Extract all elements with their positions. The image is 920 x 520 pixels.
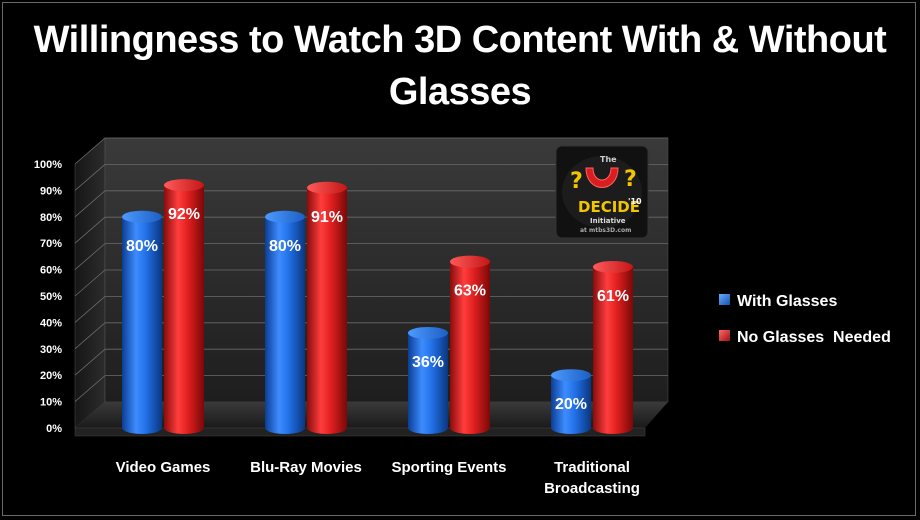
- y-tick-label: 30%: [40, 344, 62, 356]
- category-label-1: Blu-Ray Movies: [250, 459, 362, 476]
- data-label-red-1: 91%: [311, 209, 343, 226]
- y-tick-label: 60%: [40, 265, 62, 277]
- bar-red-3: [593, 260, 633, 434]
- logo-top-text: The: [600, 155, 617, 164]
- y-tick-label: 80%: [40, 212, 62, 224]
- data-label-red-2: 63%: [454, 283, 486, 300]
- y-tick-label: 20%: [40, 370, 62, 382]
- logo-year-text: '10: [628, 197, 642, 206]
- x-axis: Video Games Blu-Ray Movies Sporting Events…: [116, 459, 640, 497]
- y-tick-label: 50%: [40, 291, 62, 303]
- legend-item-with-glasses: With Glasses: [719, 293, 837, 310]
- decide-logo: ? ? The DECIDE '10 Initiative at mtbs3D.…: [555, 145, 649, 239]
- chart-floor: [75, 402, 668, 428]
- bar-red-0: [164, 179, 204, 434]
- bar-blue-0: [122, 210, 162, 434]
- gridline: [74, 137, 668, 165]
- y-tick-label: 10%: [40, 397, 62, 409]
- category-label-0: Video Games: [116, 459, 211, 476]
- legend: With Glasses No Glasses Needed: [719, 293, 891, 346]
- legend-label-no-glasses: No Glasses Needed: [737, 329, 891, 346]
- category-label-2: Sporting Events: [391, 459, 506, 476]
- logo-sub-text: Initiative: [590, 217, 626, 225]
- bar-blue-3: [551, 369, 591, 434]
- category-label-3: Traditional Broadcasting: [544, 459, 640, 497]
- data-label-blue-0: 80%: [126, 238, 158, 255]
- svg-text:?: ?: [624, 167, 637, 192]
- gridline: [74, 190, 668, 218]
- y-tick-label: 70%: [40, 238, 62, 250]
- legend-swatch-blue: [719, 294, 730, 305]
- svg-text:?: ?: [570, 169, 583, 194]
- bar-red-1: [307, 181, 347, 434]
- data-label-blue-2: 36%: [412, 354, 444, 371]
- data-label-red-3: 61%: [597, 288, 629, 305]
- data-labels: 80% 92% 80% 91% 36% 63% 20% 61%: [126, 206, 629, 413]
- y-tick-label: 100%: [34, 159, 62, 171]
- legend-label-with-glasses: With Glasses: [737, 293, 837, 310]
- bar-blue-2: [408, 326, 448, 434]
- data-label-red-0: 92%: [168, 206, 200, 223]
- bar-blue-1: [265, 210, 305, 434]
- legend-item-no-glasses: No Glasses Needed: [719, 329, 891, 346]
- y-tick-label: 0%: [46, 423, 62, 435]
- data-label-blue-1: 80%: [269, 238, 301, 255]
- chart-title: Willingness to Watch 3D Content With & W…: [33, 19, 887, 113]
- y-tick-label: 40%: [40, 317, 62, 329]
- gridline: [74, 216, 668, 244]
- gridline: [74, 163, 668, 191]
- gridline: [74, 243, 668, 270]
- y-tick-label: 90%: [40, 185, 62, 197]
- y-axis: 0% 10% 20% 30% 40% 50% 60% 70% 80% 90% 100%: [34, 159, 62, 435]
- logo-url-text: at mtbs3D.com: [580, 227, 631, 234]
- bar-red-2: [450, 255, 490, 434]
- bars: [122, 179, 633, 434]
- data-label-blue-3: 20%: [555, 396, 587, 413]
- legend-swatch-red: [719, 330, 730, 341]
- logo-main-text: DECIDE: [578, 198, 640, 216]
